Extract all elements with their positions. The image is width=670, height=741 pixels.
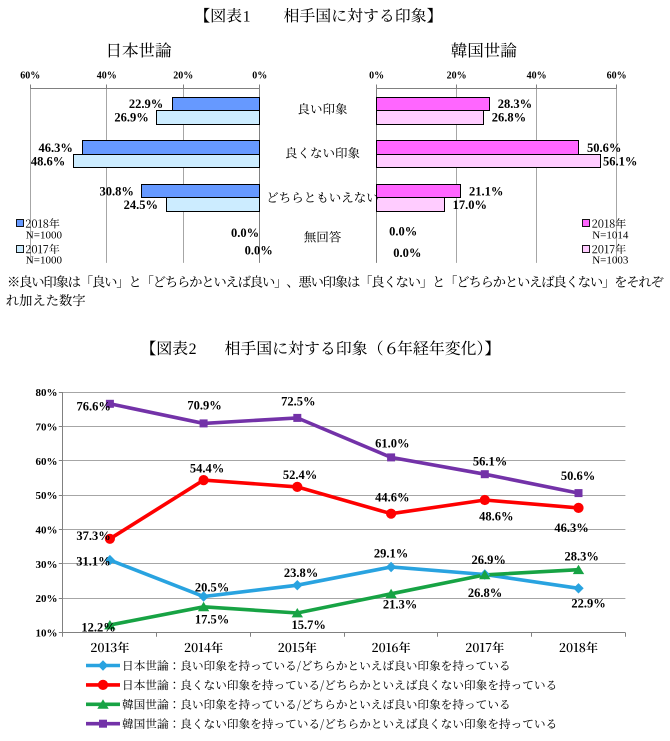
svg-text:37.3%: 37.3%	[76, 529, 110, 543]
svg-text:48.6%: 48.6%	[31, 154, 65, 168]
svg-text:50.6%: 50.6%	[561, 469, 595, 483]
svg-text:26.9%: 26.9%	[472, 553, 506, 567]
svg-text:70%: 70%	[36, 422, 58, 434]
svg-text:30%: 30%	[36, 559, 58, 571]
svg-text:0%: 0%	[252, 71, 267, 82]
svg-text:54.4%: 54.4%	[190, 462, 224, 476]
svg-text:22.9%: 22.9%	[129, 97, 163, 111]
svg-text:60%: 60%	[36, 456, 58, 468]
svg-text:21.1%: 21.1%	[469, 184, 503, 198]
svg-text:N=1003: N=1003	[592, 255, 629, 267]
svg-text:0.0%: 0.0%	[389, 224, 417, 238]
svg-text:40%: 40%	[527, 71, 547, 82]
svg-text:46.3%: 46.3%	[554, 521, 588, 535]
svg-text:20%: 20%	[173, 71, 193, 82]
svg-text:0%: 0%	[369, 71, 384, 82]
svg-text:46.3%: 46.3%	[39, 141, 73, 155]
svg-text:0.0%: 0.0%	[393, 246, 421, 260]
svg-text:76.6%: 76.6%	[77, 400, 111, 414]
svg-text:17.5%: 17.5%	[195, 612, 229, 626]
svg-text:28.3%: 28.3%	[565, 549, 599, 563]
svg-text:70.9%: 70.9%	[187, 398, 221, 412]
svg-text:10%: 10%	[36, 628, 58, 640]
svg-text:N=1000: N=1000	[26, 229, 63, 241]
svg-text:28.3%: 28.3%	[498, 97, 532, 111]
svg-text:0.0%: 0.0%	[245, 244, 273, 258]
svg-text:24.5%: 24.5%	[124, 198, 158, 212]
svg-text:50.6%: 50.6%	[587, 141, 621, 155]
svg-text:20%: 20%	[447, 71, 467, 82]
svg-text:44.6%: 44.6%	[375, 490, 409, 504]
svg-text:30.8%: 30.8%	[100, 184, 134, 198]
svg-text:29.1%: 29.1%	[374, 547, 408, 561]
svg-text:52.4%: 52.4%	[283, 468, 317, 482]
svg-text:48.6%: 48.6%	[479, 509, 513, 523]
svg-text:22.9%: 22.9%	[571, 597, 605, 611]
svg-text:72.5%: 72.5%	[281, 395, 315, 409]
svg-text:31.1%: 31.1%	[76, 555, 110, 569]
svg-text:26.8%: 26.8%	[468, 586, 502, 600]
svg-text:40%: 40%	[97, 71, 117, 82]
svg-text:21.3%: 21.3%	[383, 598, 417, 612]
svg-text:N=1014: N=1014	[592, 229, 629, 241]
svg-text:N=1000: N=1000	[26, 255, 63, 267]
svg-text:23.8%: 23.8%	[284, 566, 318, 580]
svg-text:15.7%: 15.7%	[292, 618, 326, 632]
svg-text:1: 1	[243, 8, 251, 25]
svg-text:26.9%: 26.9%	[114, 111, 148, 125]
svg-text:56.1%: 56.1%	[473, 455, 507, 469]
svg-text:56.1%: 56.1%	[603, 154, 637, 168]
svg-text:20%: 20%	[36, 593, 58, 605]
svg-text:26.8%: 26.8%	[492, 111, 526, 125]
svg-text:20.5%: 20.5%	[195, 581, 229, 595]
svg-text:0.0%: 0.0%	[231, 226, 259, 240]
svg-text:50%: 50%	[36, 490, 58, 502]
svg-text:80%: 80%	[36, 387, 58, 399]
svg-text:60%: 60%	[607, 71, 627, 82]
svg-text:40%: 40%	[36, 525, 58, 537]
svg-text:17.0%: 17.0%	[453, 198, 487, 212]
svg-text:12.2%: 12.2%	[81, 621, 115, 635]
svg-text:60%: 60%	[20, 71, 40, 82]
svg-text:2: 2	[189, 341, 197, 358]
svg-text:61.0%: 61.0%	[375, 437, 409, 451]
